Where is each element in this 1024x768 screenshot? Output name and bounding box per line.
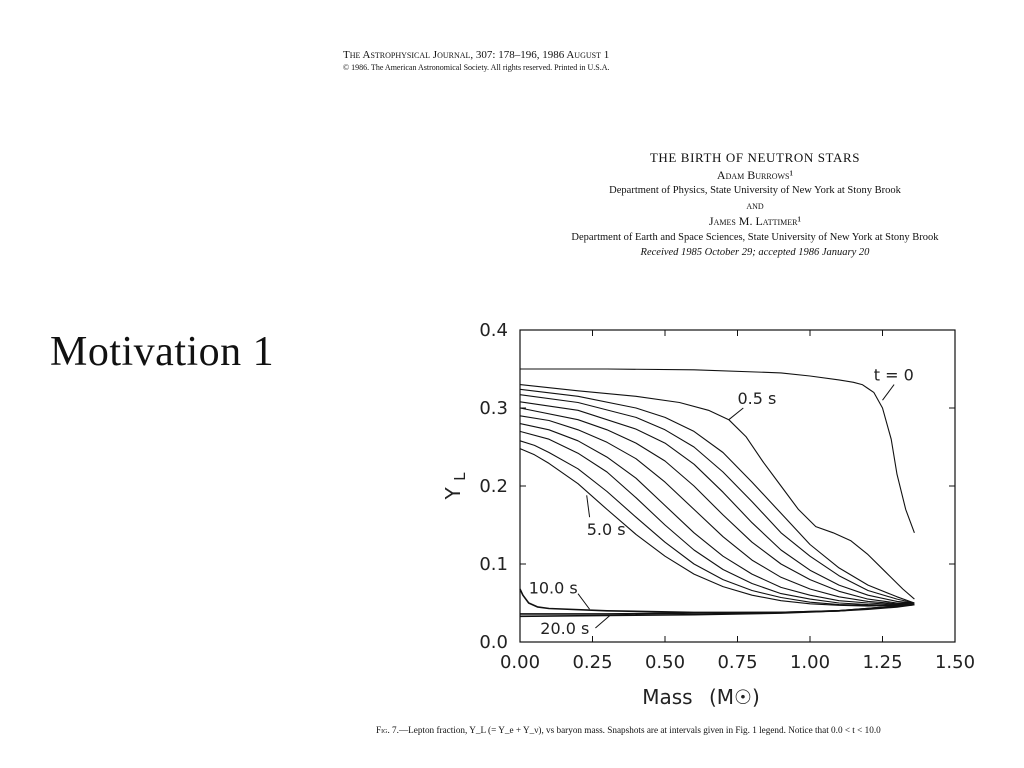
series-line-4 (519, 394, 915, 604)
series-line-11 (519, 448, 915, 607)
annotation-label: 20.0 s (540, 619, 589, 638)
series-line-2 (519, 384, 915, 600)
x-axis-unit: (M☉) (709, 685, 760, 709)
annotation-label: 5.0 s (587, 520, 626, 539)
series-line-9 (519, 430, 915, 606)
paper-title: THE BIRTH OF NEUTRON STARS (649, 150, 861, 165)
series-lines (519, 368, 915, 618)
annotation-arrow (577, 593, 591, 610)
y-tick-label: 0.2 (479, 476, 508, 497)
x-tick-label: 0.25 (572, 652, 612, 673)
series-line-1 (520, 368, 915, 533)
x-tick-label: 0.00 (500, 652, 540, 673)
annotation-arrow (586, 495, 591, 518)
y-axis-label-text: Y (441, 486, 465, 500)
series-line-8 (519, 423, 915, 606)
x-axis-label-text: Mass (642, 685, 692, 709)
annotation-arrow (728, 407, 744, 421)
series-line-14 (519, 603, 915, 618)
paper-affiliation-2: Department of Earth and Space Sciences, … (571, 231, 939, 243)
series-line-5 (519, 401, 915, 604)
y-axis-label: Y L (441, 472, 469, 501)
series-line-7 (519, 415, 915, 605)
journal-citation: The Astrophysical Journal, 307: 178–196,… (343, 49, 610, 61)
y-tick-label: 0.4 (479, 320, 508, 341)
x-tick-label: 0.50 (645, 652, 685, 673)
x-tick-label: 1.25 (862, 652, 902, 673)
series-line-10 (519, 440, 915, 606)
y-tick-label: 0.3 (479, 398, 508, 419)
journal-copyright: © 1986. The American Astronomical Societ… (343, 63, 610, 72)
y-axis-label-sub: L (451, 472, 469, 481)
x-tick-label: 0.75 (717, 652, 757, 673)
figure-caption-text: —Lepton fraction, Y_L (= Y_e + Y_ν), vs … (398, 725, 881, 735)
x-axis-label: Mass (M☉) (642, 685, 760, 709)
annotation-label: 10.0 s (529, 578, 578, 597)
series-line-3 (519, 388, 915, 604)
journal-header: The Astrophysical Journal, 307: 178–196,… (343, 48, 609, 73)
figure-caption: Fig. 7.—Lepton fraction, Y_L (= Y_e + Y_… (376, 725, 1016, 735)
paper-title-block: THE BIRTH OF NEUTRON STARS Adam Burrows¹… (520, 150, 990, 261)
y-tick-label: 0.0 (479, 632, 508, 653)
lepton-fraction-chart: 0.00 0.25 0.50 0.75 1.00 1.25 1.50 0.0 0.1 0.2 0.3… (441, 320, 975, 709)
annotations: t = 0 0.5 s 5.0 s 10.0 s 20.0 s (529, 365, 914, 637)
annotation-label: 0.5 s (738, 389, 777, 408)
paper-affiliation-1: Department of Physics, State University … (609, 185, 901, 196)
paper-received: Received 1985 October 29; accepted 1986 … (640, 247, 870, 258)
figure-caption-label: Fig. 7. (376, 725, 399, 735)
x-tick-label: 1.50 (935, 652, 975, 673)
slide-title: Motivation 1 (50, 329, 275, 375)
annotation-label: t = 0 (874, 365, 914, 384)
axis-ticks: 0.00 0.25 0.50 0.75 1.00 1.25 1.50 0.0 0.1 0.2 0.3… (479, 320, 975, 673)
paper-and: and (746, 199, 764, 212)
annotation-arrow (882, 384, 895, 401)
paper-author-1: Adam Burrows¹ (716, 167, 794, 182)
paper-author-2: James M. Lattimer¹ (708, 214, 802, 228)
y-tick-label: 0.1 (479, 554, 508, 575)
x-tick-label: 1.00 (790, 652, 830, 673)
series-line-6 (519, 407, 915, 604)
annotation-arrow (595, 615, 611, 629)
